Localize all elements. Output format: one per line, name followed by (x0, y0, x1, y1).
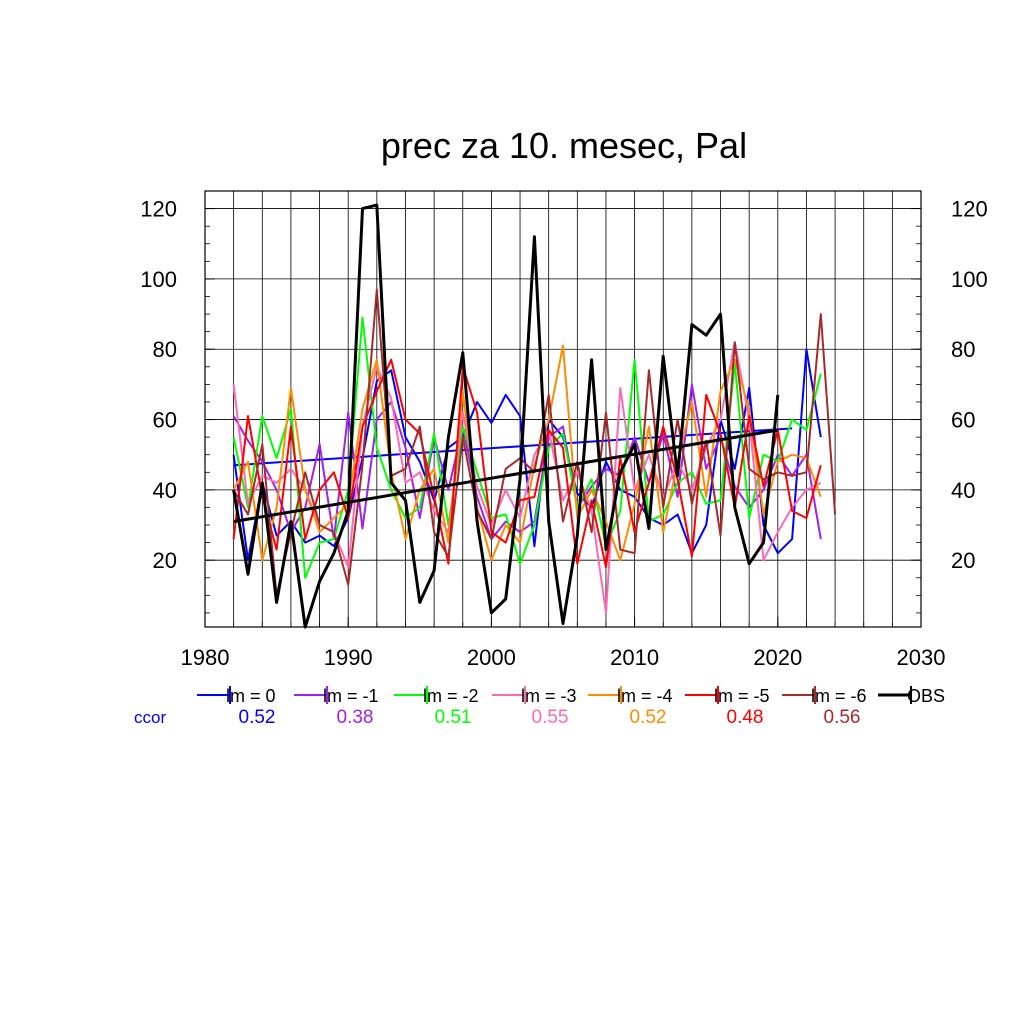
legend-label: lm = -1 (323, 686, 379, 706)
y-tick-label-right: 120 (951, 197, 988, 222)
series-line-4 (232, 344, 822, 562)
y-tick-label-left: 20 (153, 548, 177, 573)
series-line-7 (232, 203, 780, 629)
series-lines (232, 203, 837, 629)
y-tick-label-left: 100 (140, 267, 177, 292)
y-tick-label-right: 100 (951, 267, 988, 292)
x-tick-label: 1990 (324, 645, 373, 670)
chart-title: prec za 10. mesec, Pal (381, 125, 747, 166)
y-tick-label-right: 40 (951, 478, 975, 503)
y-tick-label-left: 80 (153, 337, 177, 362)
ccor-value: 0.51 (435, 707, 472, 728)
plot-frame (204, 190, 922, 628)
ccor-label: ccor (134, 708, 166, 727)
trend-line-7 (233, 428, 779, 523)
series-line-2 (232, 316, 822, 579)
legend-label: lm = -4 (617, 686, 673, 706)
x-tick-label: 2010 (610, 645, 659, 670)
x-tick-label: 2000 (467, 645, 516, 670)
legend-label: lm = -3 (521, 686, 577, 706)
ccor-value: 0.52 (630, 707, 667, 728)
x-tick-label: 1980 (181, 645, 230, 670)
y-tick-label-right: 80 (951, 337, 975, 362)
trend-line-0 (233, 427, 793, 467)
ccor-value: 0.56 (824, 707, 861, 728)
x-tick-label: 2030 (897, 645, 946, 670)
x-tick-label: 2020 (753, 645, 802, 670)
y-tick-label-right: 60 (951, 408, 975, 433)
legend-label: OBS (907, 686, 945, 706)
legend-label: lm = -5 (714, 686, 770, 706)
ccor-value: 0.38 (337, 707, 374, 728)
y-tick-label-right: 20 (951, 548, 975, 573)
series-line-0 (232, 348, 822, 562)
legend-label: lm = -6 (811, 686, 867, 706)
grid (205, 191, 921, 627)
y-tick-label-left: 120 (140, 197, 177, 222)
series-line-5 (232, 358, 822, 569)
ccor-value: 0.55 (532, 707, 569, 728)
ccor-value: 0.48 (727, 707, 764, 728)
legend-label: lm = -2 (423, 686, 479, 706)
y-tick-label-left: 40 (153, 478, 177, 503)
y-tick-label-left: 60 (153, 408, 177, 433)
ccor-value: 0.52 (239, 707, 276, 728)
legend-label: lm = 0 (226, 686, 276, 706)
